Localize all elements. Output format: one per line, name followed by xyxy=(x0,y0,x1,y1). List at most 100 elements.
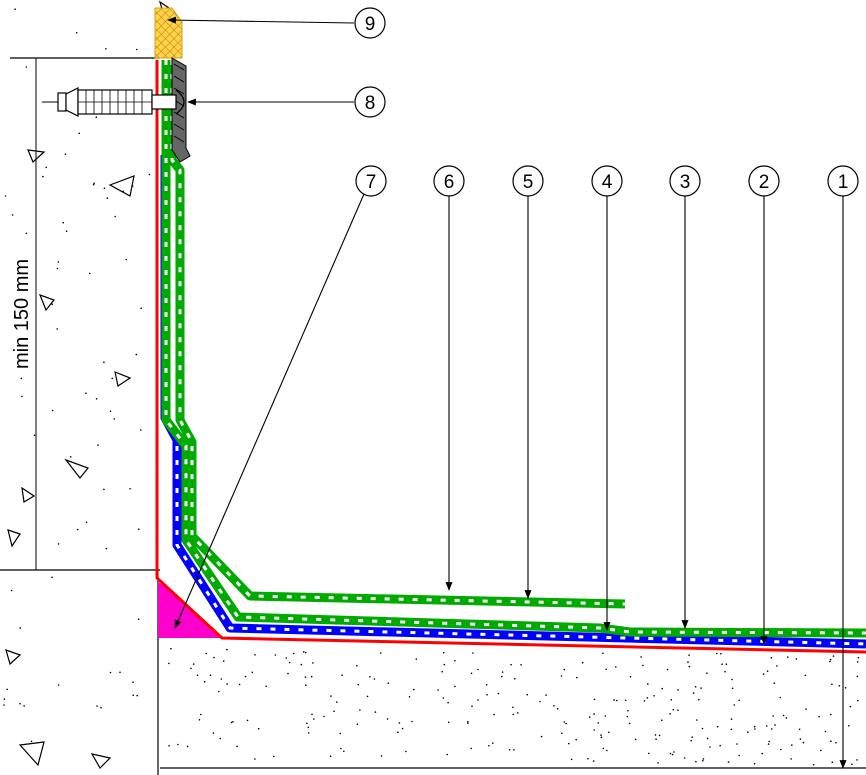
stipple-dot xyxy=(132,681,134,683)
stipple-dot xyxy=(588,716,591,718)
stipple-dot xyxy=(411,720,413,723)
stipple-dot xyxy=(661,719,663,721)
stipple-dot xyxy=(244,675,247,678)
stipple-dot xyxy=(170,647,172,650)
stipple-dot xyxy=(310,675,313,678)
stipple-dot xyxy=(508,749,511,751)
stipple-dot xyxy=(14,315,17,317)
stipple-dot xyxy=(687,661,689,663)
callout-2: 2 xyxy=(748,165,780,197)
stipple-dot xyxy=(238,683,241,686)
stipple-dot xyxy=(779,696,782,699)
stipple-dot xyxy=(218,690,220,693)
stipple-dot xyxy=(671,753,674,756)
leader-7 xyxy=(174,193,365,629)
stipple-dot xyxy=(501,675,503,678)
callout-number: 3 xyxy=(680,172,691,193)
stipple-dot xyxy=(274,654,277,656)
stipple-dot xyxy=(615,666,617,668)
stipple-dot xyxy=(829,660,831,663)
stipple-dot xyxy=(720,652,722,655)
stipple-dot xyxy=(111,377,113,380)
stipple-dot xyxy=(408,696,411,698)
stipple-dot xyxy=(497,692,500,695)
stipple-dot xyxy=(857,656,860,659)
stipple-dot xyxy=(700,687,702,689)
stipple-dot xyxy=(666,668,669,671)
stipple-dot xyxy=(805,708,807,710)
stipple-dot xyxy=(731,687,734,690)
stipple-dot xyxy=(514,677,516,680)
stipple-dot xyxy=(336,701,338,703)
stipple-dot xyxy=(790,758,792,760)
aggregate-mark xyxy=(7,529,21,548)
stipple-dot xyxy=(626,715,629,718)
stipple-dot xyxy=(593,729,595,731)
stipple-dot xyxy=(646,697,649,699)
stipple-dot xyxy=(782,714,785,717)
screw-anchor xyxy=(42,87,185,117)
stipple-dot xyxy=(576,676,578,679)
stipple-dot xyxy=(467,721,469,723)
stipple-dot xyxy=(200,713,202,716)
stipple-dot xyxy=(57,261,60,263)
stipple-dot xyxy=(512,713,514,716)
stipple-dot xyxy=(25,66,28,68)
stipple-dot xyxy=(76,528,79,531)
stipple-dot xyxy=(670,699,673,701)
stipple-dot xyxy=(288,661,291,664)
stipple-dot xyxy=(65,230,68,232)
stipple-dot xyxy=(654,734,657,736)
stipple-dot xyxy=(209,674,212,676)
sealant-layer-9 xyxy=(154,7,183,59)
aggregate-mark xyxy=(21,486,36,503)
stipple-dot xyxy=(236,745,238,748)
stipple-dot xyxy=(829,658,832,661)
stipple-dot xyxy=(688,654,690,656)
stipple-dot xyxy=(380,755,383,757)
callout-circle xyxy=(748,165,780,197)
stipple-dot xyxy=(366,695,369,698)
stipple-dot xyxy=(587,758,589,760)
stipple-dot xyxy=(357,683,360,686)
stipple-dot xyxy=(802,741,805,744)
stipple-dot xyxy=(856,661,859,663)
stipple-dot xyxy=(205,652,207,655)
stipple-dot xyxy=(696,719,698,721)
callout-leaders xyxy=(167,16,847,769)
stipple-dot xyxy=(113,418,115,420)
stipple-dot xyxy=(203,680,206,683)
aggregate-mark xyxy=(5,649,22,666)
concrete-dots xyxy=(3,8,151,743)
stipple-dot xyxy=(405,750,407,753)
stipple-dot xyxy=(415,658,418,660)
callout-circle xyxy=(355,165,387,197)
stipple-dot xyxy=(226,683,228,685)
stipple-dot xyxy=(818,715,820,718)
callout-7: 7 xyxy=(355,165,387,197)
stipple-dot xyxy=(634,738,637,741)
stipple-dot xyxy=(471,705,473,707)
stipple-dot xyxy=(212,732,215,734)
stipple-dot xyxy=(304,651,307,654)
stipple-dot xyxy=(795,658,798,660)
callout-number: 2 xyxy=(759,172,770,193)
stipple-dot xyxy=(575,738,577,741)
stipple-dot xyxy=(387,682,390,684)
stipple-dot xyxy=(132,185,134,187)
stipple-dot xyxy=(340,747,342,750)
stipple-dot xyxy=(19,627,22,629)
stipple-dot xyxy=(702,759,704,762)
stipple-dot xyxy=(380,652,382,654)
stipple-dot xyxy=(246,719,249,722)
stipple-dot xyxy=(323,715,325,718)
aggregate-mark xyxy=(64,458,89,479)
stipple-dot xyxy=(442,651,445,654)
stipple-dot xyxy=(824,730,827,733)
callout-number: 6 xyxy=(444,172,455,193)
stipple-dot xyxy=(600,734,602,736)
stipple-dot xyxy=(701,727,704,730)
stipple-dot xyxy=(560,675,563,677)
callout-number: 5 xyxy=(523,172,534,193)
